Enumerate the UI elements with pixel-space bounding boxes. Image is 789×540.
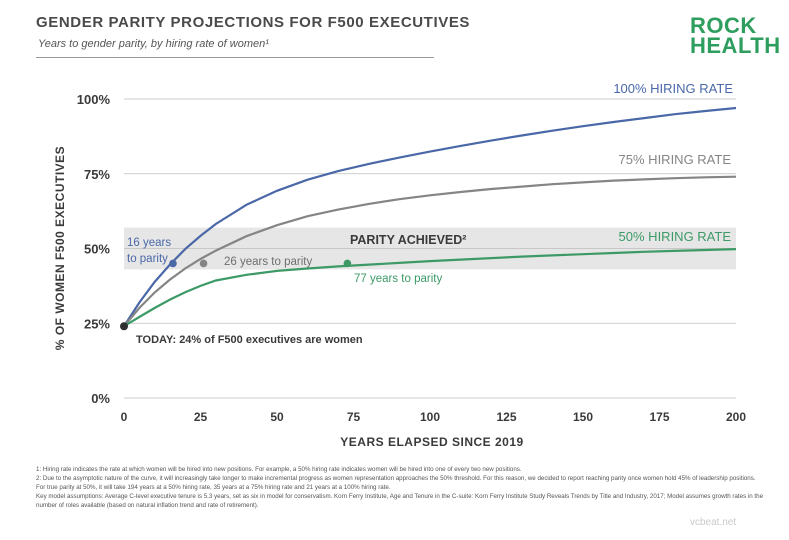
watermark: vcbeat.net xyxy=(690,517,737,528)
marker-label: 16 years xyxy=(127,237,171,249)
series-line xyxy=(123,248,737,328)
footnotes: 1: Hiring rate indicates the rate at whi… xyxy=(36,465,766,510)
x-tick-label: 0 xyxy=(121,410,128,424)
footnote-1: 1: Hiring rate indicates the rate at whi… xyxy=(36,466,522,473)
today-marker xyxy=(120,322,128,331)
parity-marker xyxy=(343,259,352,268)
y-axis-label: % OF WOMEN F500 EXECUTIVES xyxy=(53,146,67,350)
marker-label: to parity xyxy=(127,253,168,265)
x-tick-label: 100 xyxy=(420,410,440,424)
x-tick-label: 125 xyxy=(496,410,516,424)
parity-marker xyxy=(199,259,208,268)
y-tick-label: 50% xyxy=(84,242,110,257)
footnote-2: 2: Due to the asymptotic nature of the c… xyxy=(36,475,756,491)
today-label: TODAY: 24% of F500 executives are women xyxy=(136,334,363,346)
x-axis-label: YEARS ELAPSED SINCE 2019 xyxy=(340,435,523,449)
y-tick-label: 25% xyxy=(84,316,110,331)
series-line xyxy=(123,175,737,327)
x-tick-label: 175 xyxy=(649,410,669,424)
parity-marker xyxy=(169,259,177,268)
y-tick-label: 100% xyxy=(77,92,111,107)
title-divider xyxy=(36,57,434,58)
series-label: 50% HIRING RATE xyxy=(619,229,732,244)
x-tick-label: 25 xyxy=(194,410,208,424)
x-tick-label: 50 xyxy=(270,410,284,424)
logo-line-1: ROCK xyxy=(690,13,757,38)
rock-health-logo: ROCK HEALTH xyxy=(690,13,781,58)
y-tick-label: 0% xyxy=(91,391,110,406)
chart-title: GENDER PARITY PROJECTIONS FOR F500 EXECU… xyxy=(36,14,471,31)
marker-label: 77 years to parity xyxy=(354,273,442,285)
series-label: 100% HIRING RATE xyxy=(613,81,733,96)
logo-line-2: HEALTH xyxy=(690,33,781,58)
series-label: 75% HIRING RATE xyxy=(619,152,732,167)
parity-label: PARITY ACHIEVED² xyxy=(350,233,466,247)
chart-subtitle: Years to gender parity, by hiring rate o… xyxy=(38,38,269,50)
x-tick-label: 200 xyxy=(726,410,746,424)
marker-label: 26 years to parity xyxy=(224,256,312,268)
footnote-3: Key model assumptions: Average C-level e… xyxy=(36,493,764,509)
x-tick-label: 150 xyxy=(573,410,593,424)
y-tick-label: 75% xyxy=(84,167,110,182)
series-line xyxy=(123,106,737,327)
x-tick-label: 75 xyxy=(347,410,361,424)
